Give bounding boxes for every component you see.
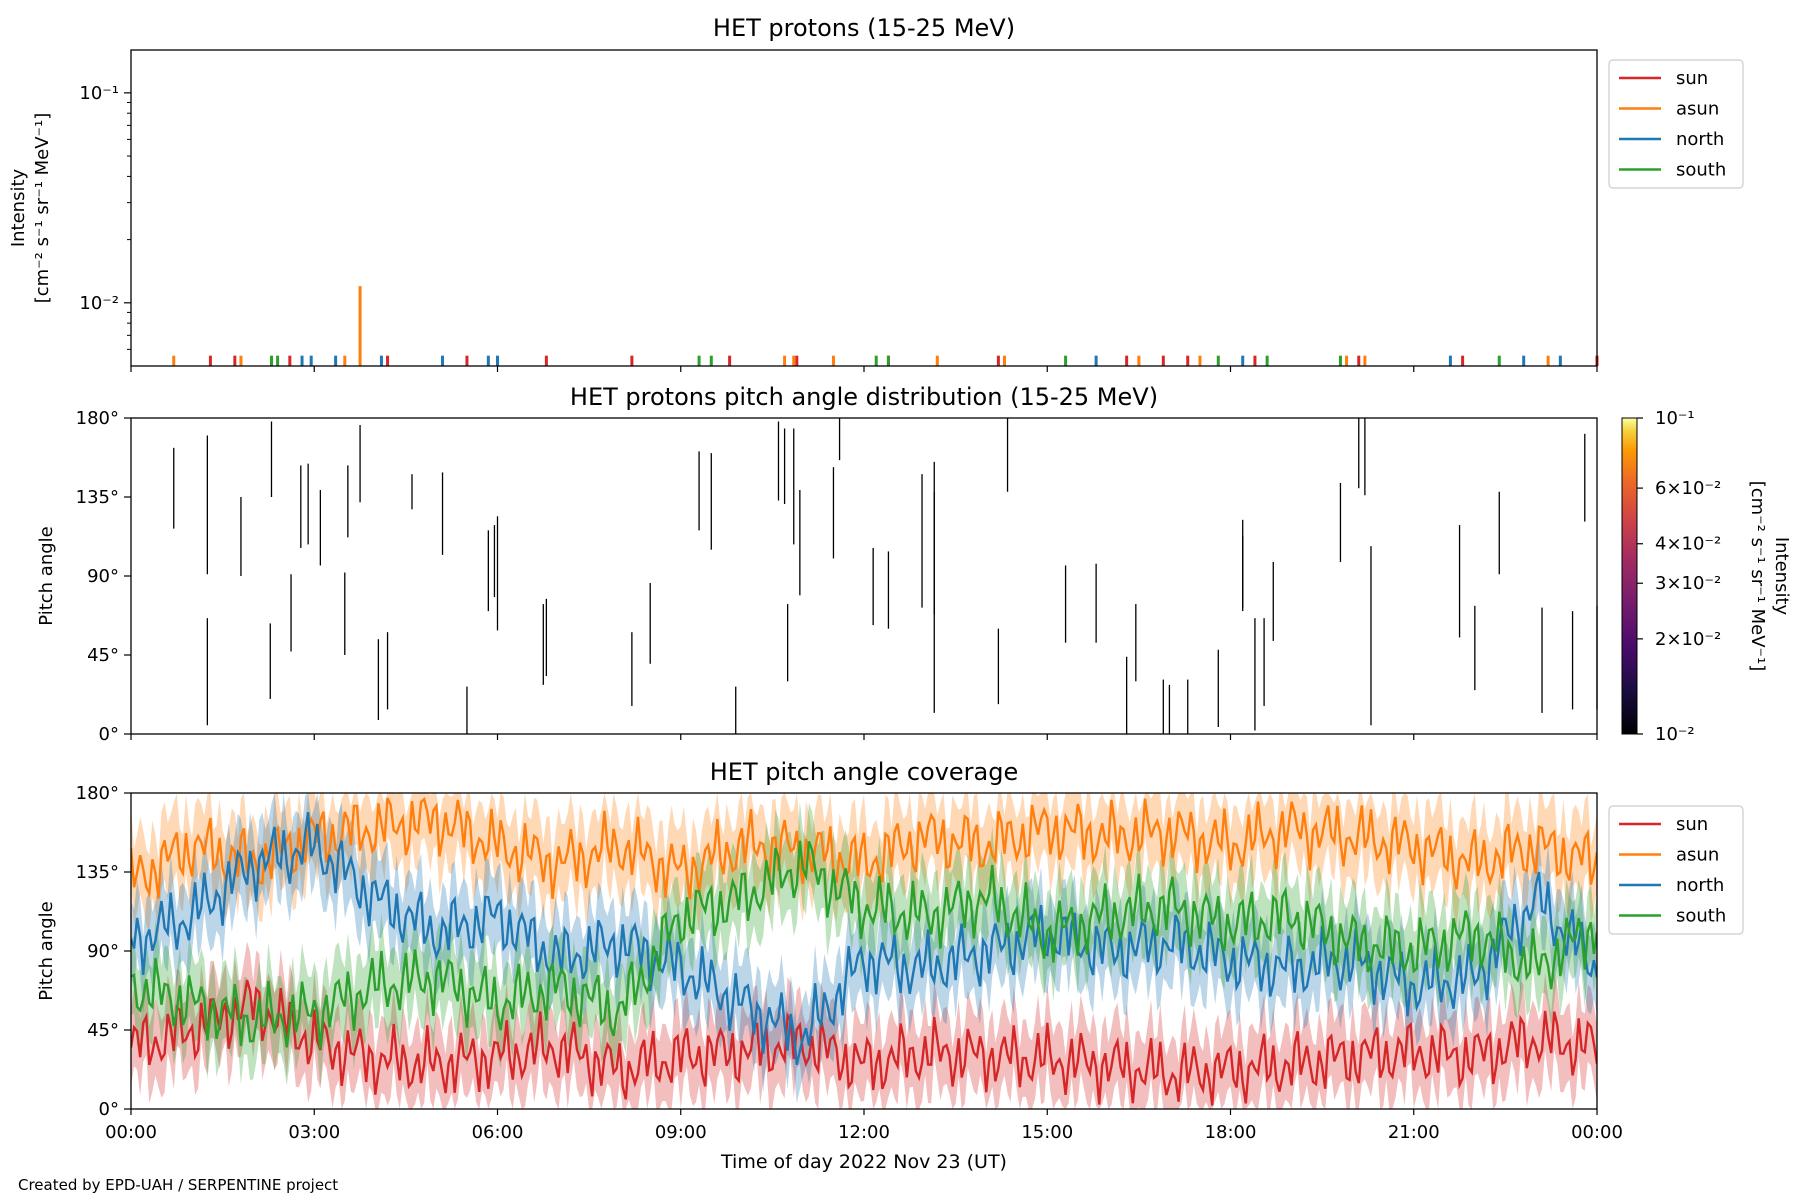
y-tick-label: 135° — [76, 487, 119, 508]
legend-label-south: south — [1676, 906, 1726, 927]
coverage-line-asun — [131, 796, 1597, 900]
pitch-angle-distribution-panel: HET protons pitch angle distribution (15… — [36, 383, 1792, 745]
x-tick-label: 12:00 — [838, 1122, 890, 1143]
x-tick-label: 09:00 — [655, 1122, 707, 1143]
legend-box — [1608, 805, 1744, 935]
colorbar-tick-label: 3×10⁻² — [1655, 573, 1721, 594]
colorbar-tick-label: 10⁻² — [1655, 724, 1695, 745]
y-tick-label: 0° — [99, 724, 119, 745]
coverage-panel-title: HET pitch angle coverage — [710, 758, 1018, 786]
legend-label-sun: sun — [1676, 68, 1708, 89]
y-tick-label: 180° — [76, 783, 119, 804]
colorbar-tick-label: 4×10⁻² — [1655, 534, 1721, 555]
coverage-band-sun — [131, 941, 1597, 1109]
colorbar-label-line2: [cm⁻² s⁻¹ sr⁻¹ MeV⁻¹] — [1747, 481, 1768, 672]
coverage-line-sun — [131, 979, 1597, 1106]
pitch-angle-coverage-panel: HET pitch angle coverage 0° 45° 90° 135° 180… — [36, 758, 1744, 1173]
y-tick-label: 0° — [99, 1099, 119, 1120]
intensity-ylabel-line1: Intensity — [8, 168, 29, 247]
x-tick-label: 00:00 — [105, 1122, 157, 1143]
colorbar-tick-label: 6×10⁻² — [1655, 478, 1721, 499]
x-tick-label: 03:00 — [288, 1122, 340, 1143]
y-tick-label: 10⁻¹ — [79, 83, 119, 104]
legend-label-sun: sun — [1676, 814, 1708, 835]
coverage-line-north — [131, 811, 1597, 1066]
x-tick-label: 00:00 — [1571, 1122, 1623, 1143]
coverage-band-north — [131, 793, 1597, 1104]
intensity-panel-title: HET protons (15-25 MeV) — [713, 14, 1015, 42]
coverage-ylabel: Pitch angle — [36, 901, 57, 1000]
intensity-ylabel-line2: [cm⁻² s⁻¹ sr⁻¹ MeV⁻¹] — [32, 113, 53, 304]
x-tick-label: 15:00 — [1021, 1122, 1073, 1143]
legend-label-north: north — [1676, 875, 1724, 896]
coverage-xlabel: Time of day 2022 Nov 23 (UT) — [720, 1151, 1007, 1173]
legend-label-north: north — [1676, 129, 1724, 150]
y-tick-label: 135° — [76, 862, 119, 883]
x-tick-label: 21:00 — [1388, 1122, 1440, 1143]
y-tick-label: 90° — [87, 941, 119, 962]
legend-label-asun: asun — [1676, 99, 1719, 120]
y-tick-label: 45° — [87, 645, 119, 666]
pad-panel-title: HET protons pitch angle distribution (15… — [570, 383, 1158, 411]
legend-box — [1608, 59, 1744, 189]
intensity-panel: HET protons (15-25 MeV) 10⁻¹ 10⁻² Intensi… — [8, 14, 1744, 372]
coverage-band-asun — [131, 793, 1597, 938]
y-tick-label: 45° — [87, 1020, 119, 1041]
intensity-legend: sun asun north south — [1608, 59, 1744, 189]
x-tick-label: 06:00 — [472, 1122, 524, 1143]
coverage-legend: sun asun north south — [1608, 805, 1744, 935]
y-tick-label: 90° — [87, 566, 119, 587]
credit-text: Created by EPD-UAH / SERPENTINE project — [18, 1176, 339, 1194]
legend-label-south: south — [1676, 160, 1726, 181]
colorbar — [1621, 417, 1638, 735]
y-tick-label: 180° — [76, 408, 119, 429]
colorbar-label-line1: Intensity — [1771, 537, 1792, 616]
coverage-line-south — [131, 840, 1597, 1049]
colorbar-tick-label: 10⁻¹ — [1655, 408, 1695, 429]
x-tick-label: 18:00 — [1205, 1122, 1257, 1143]
pad-ylabel: Pitch angle — [36, 526, 57, 625]
legend-label-asun: asun — [1676, 845, 1719, 866]
y-tick-label: 10⁻² — [79, 293, 119, 314]
colorbar-tick-label: 2×10⁻² — [1655, 629, 1721, 650]
